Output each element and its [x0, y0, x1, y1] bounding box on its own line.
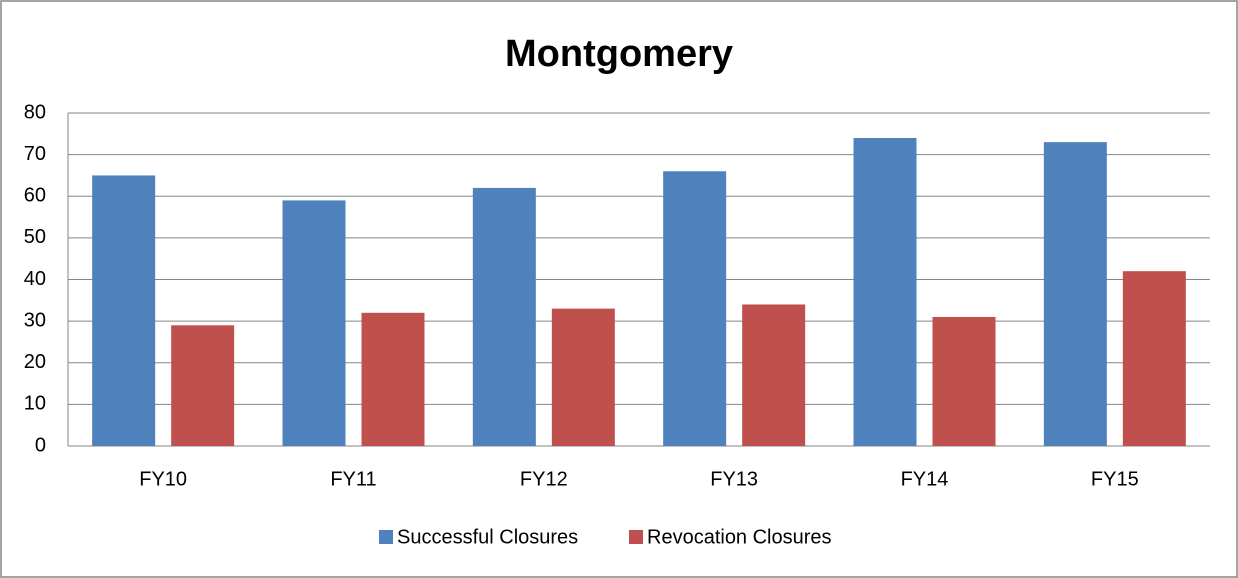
bar: [742, 304, 806, 446]
x-tick-label: FY10: [139, 468, 187, 490]
bar: [663, 171, 727, 446]
y-tick-label: 60: [24, 185, 46, 207]
y-tick-label: 40: [24, 268, 46, 290]
bar: [472, 187, 536, 447]
x-tick-label: FY15: [1091, 468, 1139, 490]
x-tick-label: FY12: [520, 468, 568, 490]
bar: [853, 137, 917, 446]
y-tick-label: 20: [24, 351, 46, 373]
y-tick-label: 30: [24, 309, 46, 331]
bar: [1122, 271, 1186, 446]
y-tick-label: 50: [24, 226, 46, 248]
chart-title: Montgomery: [505, 33, 733, 75]
legend-label: Revocation Closures: [647, 526, 832, 548]
y-tick-label: 10: [24, 393, 46, 415]
bar: [361, 312, 425, 446]
x-tick-label: FY11: [330, 468, 376, 490]
y-tick-label: 0: [35, 434, 46, 456]
bar: [932, 316, 996, 446]
bar: [282, 200, 346, 446]
bar: [171, 325, 235, 446]
bar: [92, 175, 156, 446]
y-tick-label: 80: [24, 101, 46, 123]
y-tick-label: 70: [24, 143, 46, 165]
x-tick-label: FY14: [901, 468, 949, 490]
bar: [551, 308, 615, 446]
legend-swatch: [629, 530, 643, 544]
legend-label: Successful Closures: [397, 526, 578, 548]
x-tick-label: FY13: [710, 468, 758, 490]
bar: [1043, 142, 1107, 446]
legend-swatch: [379, 530, 393, 544]
